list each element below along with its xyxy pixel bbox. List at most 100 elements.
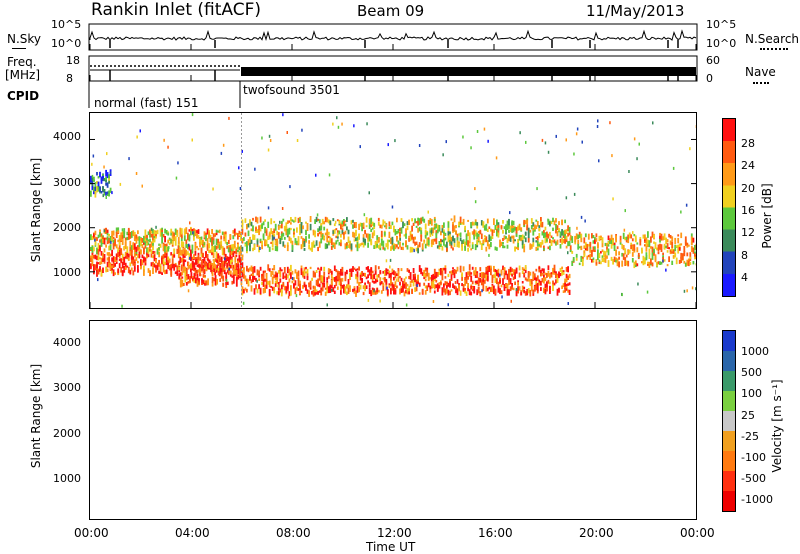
power-cell: [388, 239, 391, 243]
power-cell: [108, 237, 110, 242]
power-cell: [666, 264, 669, 267]
power-cell: [213, 262, 215, 269]
power-cell: [96, 266, 98, 272]
power-cell: [449, 240, 451, 244]
power-cell: [244, 287, 247, 291]
power-cell: [224, 238, 227, 242]
power-cell: [508, 275, 510, 283]
power-cell: [280, 221, 283, 229]
power-scatter-cell: [547, 150, 550, 154]
power-cell: [541, 278, 544, 282]
power-cell: [383, 276, 386, 282]
power-cell: [146, 247, 148, 253]
power-cell: [453, 238, 456, 243]
power-cell: [132, 270, 135, 276]
power-cell: [282, 241, 285, 247]
power-cell: [332, 245, 335, 248]
power-cell: [227, 247, 230, 252]
power-cell: [129, 262, 132, 267]
power-cell: [514, 226, 516, 231]
power-cell: [132, 259, 135, 266]
power-cell: [232, 264, 235, 271]
power-cell: [565, 237, 568, 243]
power-cell: [237, 258, 239, 261]
power-cell: [591, 233, 593, 239]
power-cell: [165, 248, 168, 254]
power-cell: [182, 241, 185, 248]
power-cell: [232, 274, 235, 279]
power-cell: [471, 286, 474, 290]
power-scatter-cell: [580, 215, 583, 219]
power-cell: [496, 278, 498, 285]
power-cell: [462, 266, 465, 272]
power-scatter-cell: [389, 265, 391, 269]
power-cell: [178, 260, 181, 265]
power-cell: [517, 280, 519, 283]
power-cell: [382, 277, 385, 280]
power-cell: [282, 283, 285, 287]
power-cell: [158, 270, 160, 274]
power-cell: [503, 226, 506, 230]
power-cell: [418, 292, 421, 295]
power-cell: [493, 265, 495, 272]
power-cell: [267, 221, 270, 228]
power-cell: [491, 274, 494, 277]
power-cell: [244, 218, 247, 223]
power-cell: [468, 244, 471, 248]
power-cell: [441, 287, 444, 293]
power-cell: [382, 284, 385, 291]
power-cell: [114, 241, 116, 247]
power-cell: [662, 252, 664, 256]
power-cell: [262, 221, 265, 226]
power-cell: [536, 221, 539, 227]
power-cell: [520, 227, 523, 231]
power-cell: [216, 264, 218, 269]
power-cell: [264, 226, 266, 234]
power-cell: [207, 262, 209, 269]
power-cell: [246, 278, 248, 283]
power-cell: [418, 218, 421, 225]
power-cell: [296, 240, 298, 246]
power-cell: [199, 241, 201, 248]
power-cell: [340, 239, 342, 243]
power-cell: [343, 235, 345, 240]
power-cell: [199, 237, 201, 244]
power-cell: [241, 286, 244, 290]
power-cell: [112, 269, 115, 272]
power-cell: [552, 284, 554, 291]
power-cell: [471, 266, 474, 270]
power-cell: [212, 238, 215, 242]
power-cell: [427, 239, 430, 246]
power-cell: [106, 236, 109, 241]
power-cell: [615, 235, 617, 243]
power-cell: [421, 216, 424, 222]
power-cell: [321, 235, 324, 240]
power-cell: [170, 252, 173, 256]
power-cell: [149, 244, 151, 248]
power-scatter-cell: [648, 240, 651, 244]
power-cell: [396, 273, 398, 276]
power-cell: [547, 219, 550, 225]
power-cell: [577, 242, 580, 248]
power-cell: [173, 248, 176, 254]
power-cell: [520, 237, 523, 242]
power-scatter-cell: [313, 244, 316, 248]
power-cell: [396, 244, 398, 248]
power-cell: [618, 256, 620, 260]
power-cell: [194, 229, 197, 237]
power-cell: [368, 234, 371, 242]
power-cell: [426, 230, 429, 234]
power-cell: [177, 243, 180, 246]
power-cell: [323, 221, 326, 225]
power-cell: [446, 241, 448, 248]
power-cell: [258, 284, 260, 290]
power-cell: [482, 284, 485, 292]
power-cell: [403, 291, 406, 297]
power-cell: [373, 275, 376, 279]
power-cell: [610, 234, 613, 241]
power-cell: [264, 278, 266, 282]
power-cell: [144, 229, 147, 237]
power-cell: [414, 287, 416, 292]
power-scatter-cell: [328, 173, 331, 177]
power-cell: [146, 255, 148, 259]
